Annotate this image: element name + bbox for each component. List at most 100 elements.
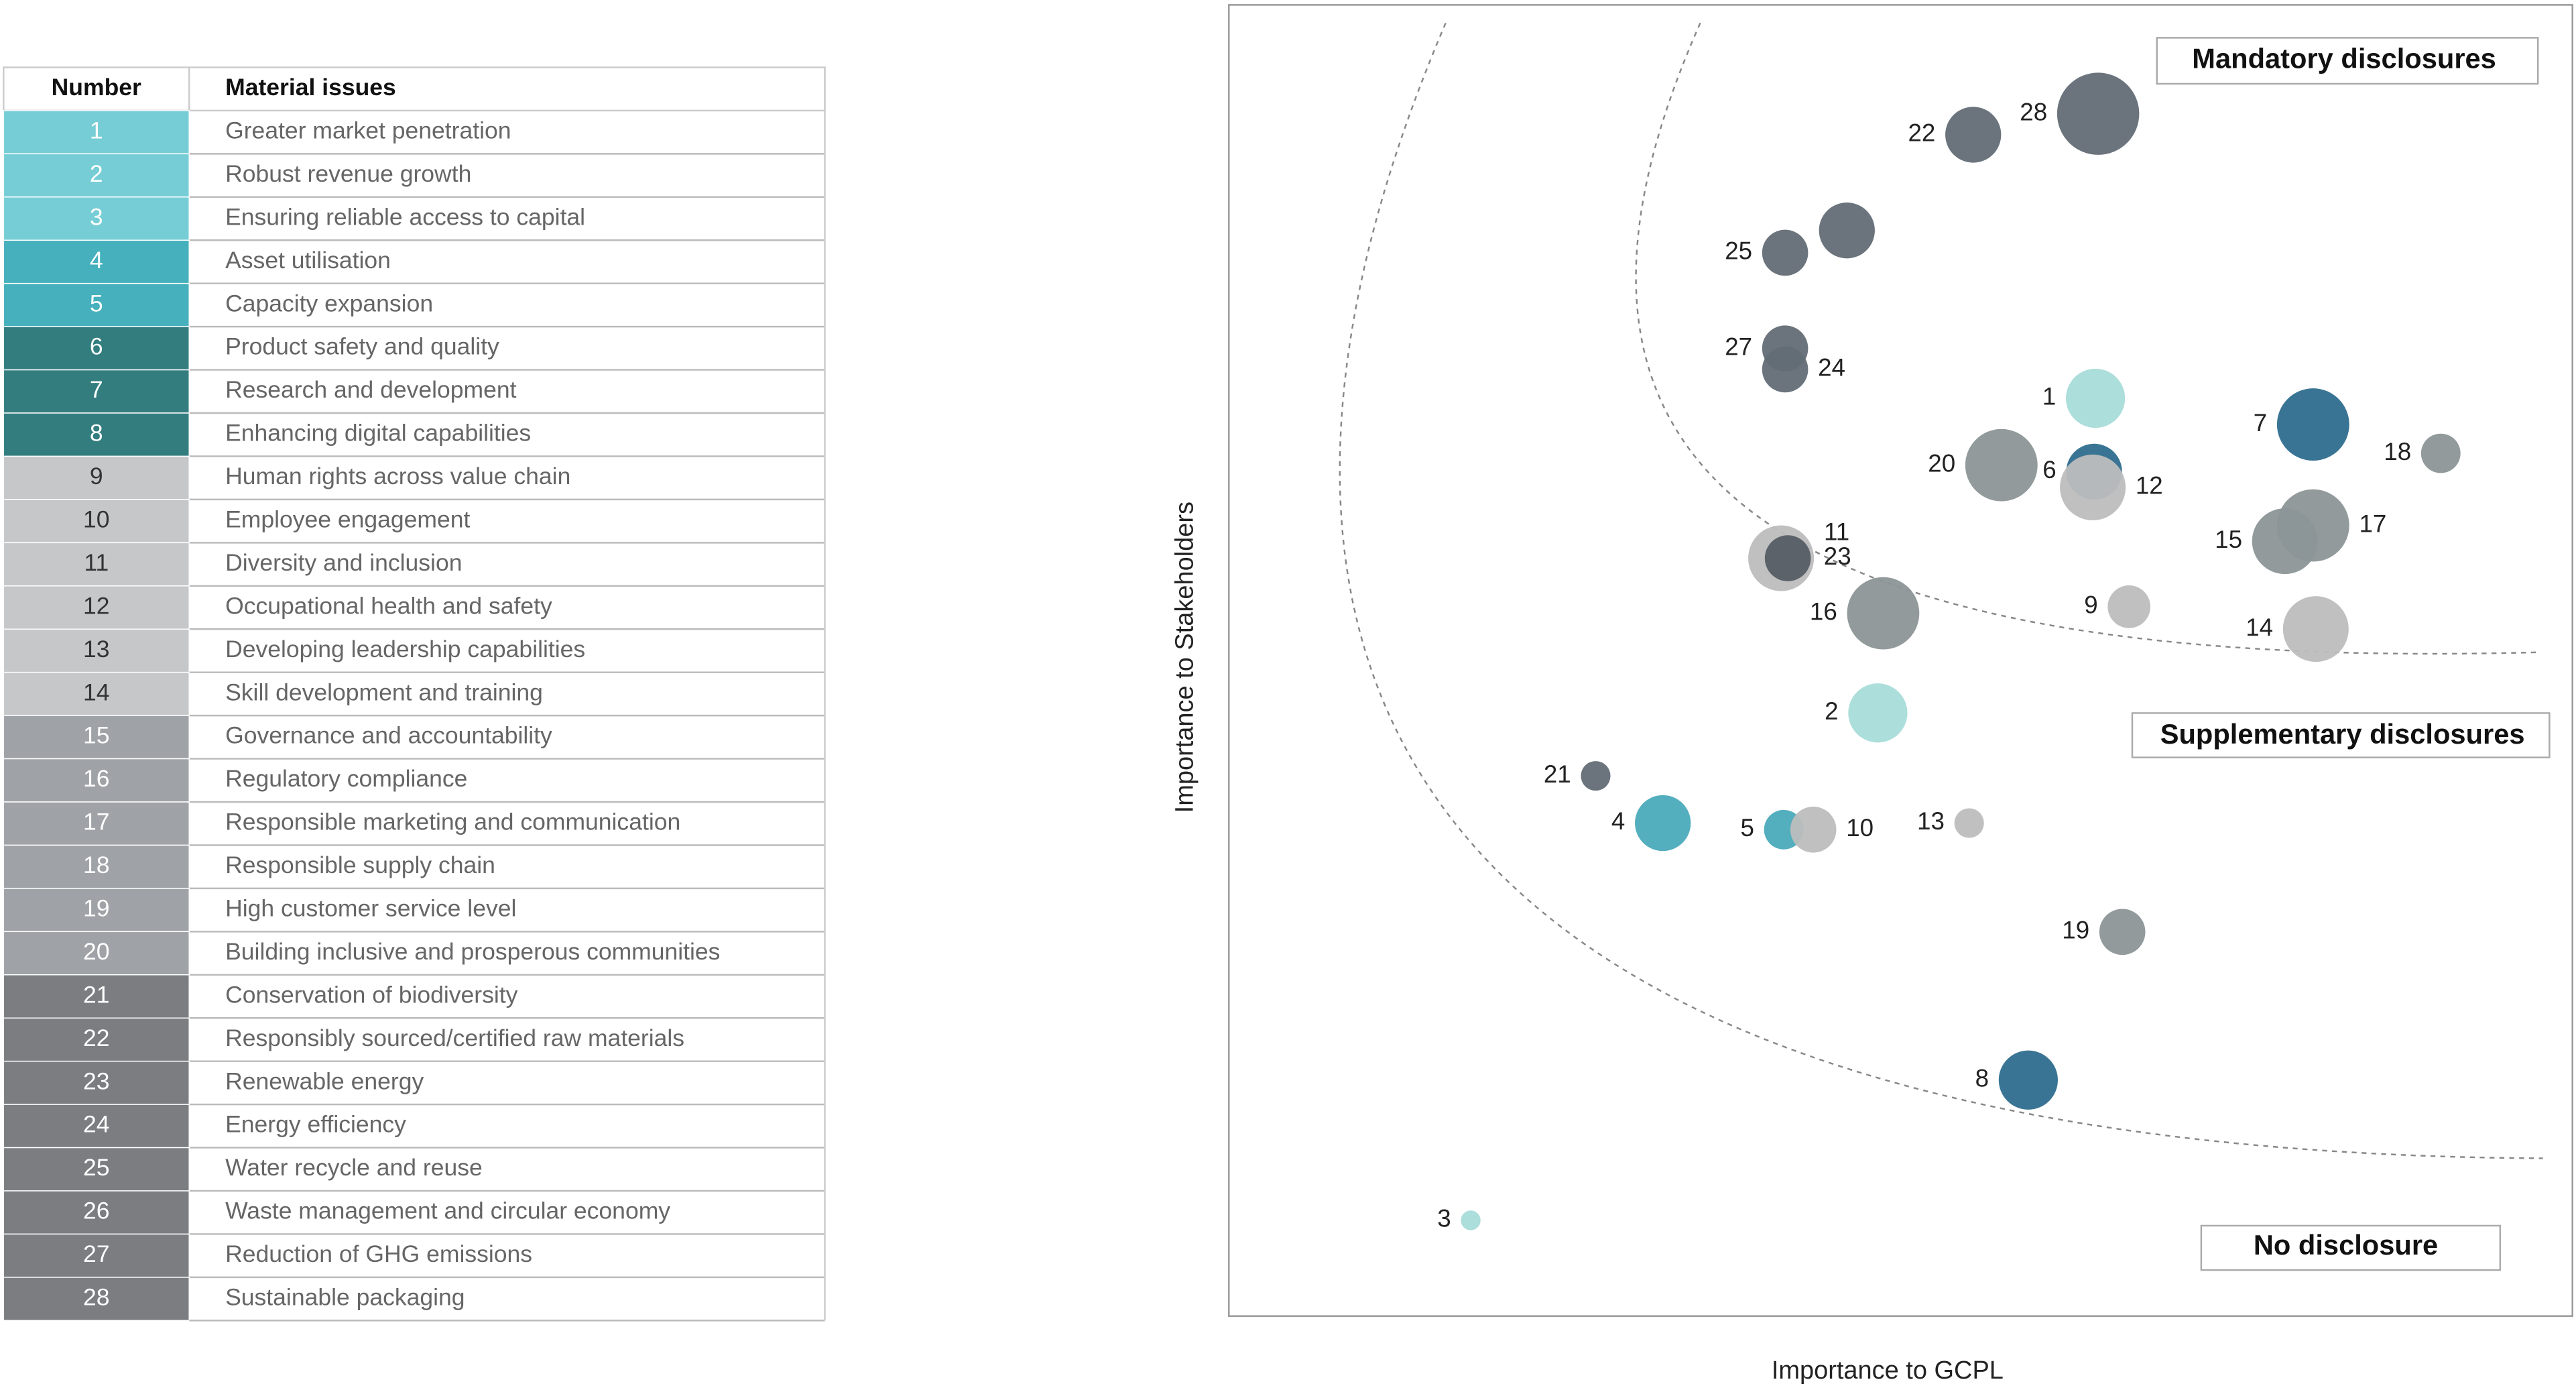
issue-text: High customer service level [225,895,516,922]
issue-text: Developing leadership capabilities [225,636,585,662]
number-cell [3,499,190,544]
row-number: 1 [90,117,103,144]
bubble-label: 14 [2246,614,2273,641]
number-cell [3,282,190,327]
row-number: 23 [83,1067,110,1094]
zone-label: No disclosure [2254,1229,2438,1261]
row-number: 27 [83,1240,110,1267]
number-cell [3,196,190,241]
row-number: 18 [83,852,110,878]
zone-box [2200,1224,2502,1271]
bubble [2282,596,2349,662]
row-number: 3 [90,203,103,230]
number-cell [3,110,190,155]
bubble-label: 9 [2084,591,2097,619]
issue-text: Regulatory compliance [225,765,467,792]
row-number: 6 [90,333,103,360]
issue-text: Waste management and circular economy [225,1198,670,1224]
bubble-label: 21 [1544,760,1571,788]
row-number: 19 [83,895,110,922]
bubble-label: 10 [1846,814,1874,842]
row-number: 15 [83,722,110,749]
bubble [2060,454,2126,520]
issue-text: Governance and accountability [225,722,552,749]
row-number: 8 [90,420,103,447]
issue-text: Renewable energy [225,1067,424,1094]
row-number: 20 [83,938,110,965]
number-cell [3,1277,190,1322]
bubble [2420,433,2461,473]
bubble [1819,202,1875,259]
number-cell [3,1233,190,1278]
number-cell [3,844,190,889]
row-number: 22 [83,1025,110,1051]
issue-text: Responsible marketing and communication [225,809,680,835]
number-cell [3,1147,190,1192]
number-cell [3,1190,190,1235]
zone-label: Supplementary disclosures [2160,718,2525,750]
bubble-label: 20 [1928,449,1955,477]
number-cell [3,974,190,1019]
row-number: 11 [84,549,109,576]
issue-text: Conservation of biodiversity [225,981,518,1008]
bubble-label: 23 [1824,542,1851,570]
table-header [3,66,826,112]
issue-text: Enhancing digital capabilities [225,420,531,447]
bubble-label: 27 [1725,333,1752,360]
bubble [1945,107,2002,163]
row-number: 26 [83,1198,110,1224]
number-cell [3,931,190,976]
issue-text: Product safety and quality [225,333,499,360]
row-number: 25 [83,1154,110,1181]
issue-text: Energy efficiency [225,1111,406,1138]
number-cell [3,412,190,457]
bubble [1998,1050,2059,1110]
zone-label: Mandatory disclosures [2192,43,2496,74]
bubble [1847,577,1920,650]
number-cell [3,715,190,760]
row-number: 16 [83,765,110,792]
bubble [2057,72,2140,155]
issue-text: Asset utilisation [225,247,391,274]
issue-text: Water recycle and reuse [225,1154,483,1181]
row-number: 28 [83,1284,110,1311]
bubble [1762,325,1808,371]
issue-text: Research and development [225,376,516,403]
bubble-label: 22 [1908,119,1935,147]
bubble [1954,808,1984,838]
zone-box [2131,712,2551,758]
bubble-label: 5 [1741,814,1754,842]
zone-box [2156,37,2539,85]
bubble [2107,585,2151,628]
bubble [1762,229,1808,276]
number-cell [3,585,190,630]
number-cell [3,542,190,587]
issue-text: Occupational health and safety [225,592,552,619]
bubble-label: 28 [2020,98,2047,125]
row-number: 7 [90,376,103,403]
bubble-label: 11 [1824,518,1849,545]
bubble [1965,428,2038,502]
issue-text: Reduction of GHG emissions [225,1240,532,1267]
row-number: 5 [90,290,103,316]
issue-text: Ensuring reliable access to capital [225,203,585,230]
issue-text: Human rights across value chain [225,463,570,489]
row-number: 12 [83,592,110,619]
row-number: 24 [83,1111,110,1138]
bubble [2066,368,2126,428]
bubble [1848,683,1908,743]
bubble [2276,388,2349,461]
bubble-label: 18 [2384,438,2411,465]
issue-text: Employee engagement [225,506,470,533]
header-cell: Number [52,74,141,101]
row-number: 14 [83,679,110,705]
bubble-label: 17 [2359,510,2386,537]
issue-text: Robust revenue growth [225,160,471,187]
row-number: 17 [83,809,110,835]
bubble [1581,761,1611,791]
header-cell: Material issues [225,74,396,101]
bubble-label: 4 [1611,807,1625,835]
bubble-label: 7 [2254,409,2267,437]
outer-threshold-arc [1339,22,2543,1159]
